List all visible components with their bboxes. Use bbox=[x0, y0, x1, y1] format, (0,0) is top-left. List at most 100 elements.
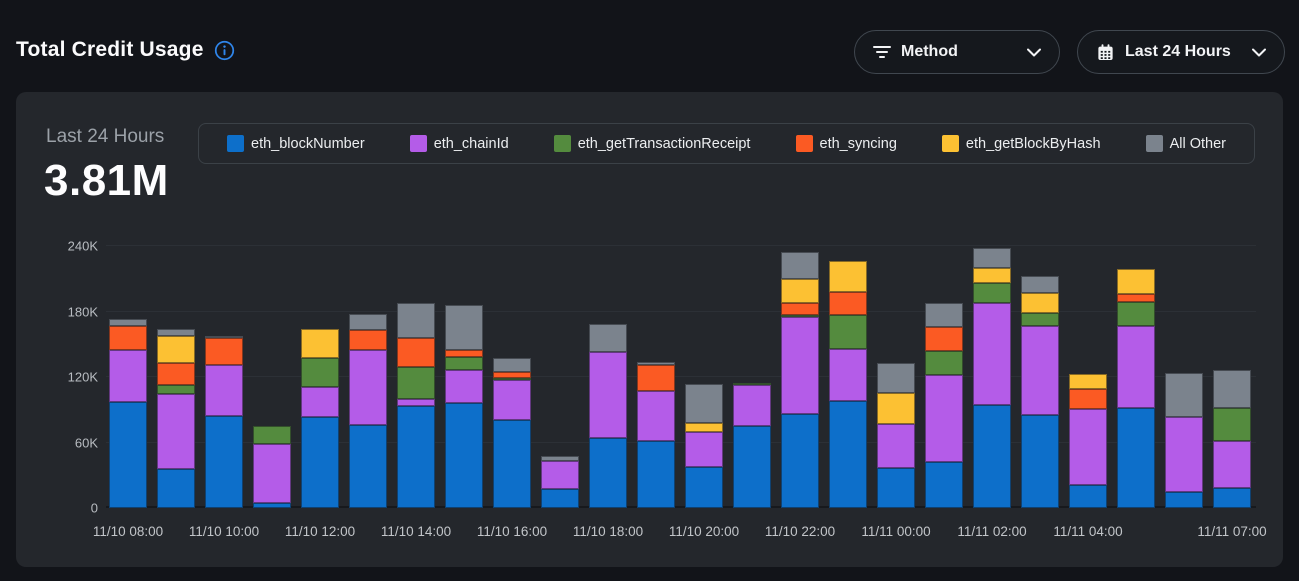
bar-segment-eth_chainId[interactable] bbox=[493, 380, 531, 420]
bar-segment-All Other[interactable] bbox=[685, 383, 723, 423]
bar-segment-All Other[interactable] bbox=[397, 302, 435, 338]
bar-segment-eth_blockNumber[interactable] bbox=[1069, 485, 1107, 508]
bar-segment-eth_blockNumber[interactable] bbox=[397, 406, 435, 508]
bar-segment-eth_getBlockByHash[interactable] bbox=[1117, 268, 1155, 295]
bar-11-11-06-00[interactable] bbox=[1165, 246, 1203, 508]
bar-segment-eth_getTransactionReceipt[interactable] bbox=[1021, 312, 1059, 326]
bar-11-10-08-00[interactable]: 11/10 08:00 bbox=[93, 246, 163, 539]
bar-segment-eth_chainId[interactable] bbox=[685, 431, 723, 467]
bar-segment-eth_getBlockByHash[interactable] bbox=[829, 261, 867, 292]
bar-11-10-16-00[interactable]: 11/10 16:00 bbox=[477, 246, 547, 539]
bar-11-10-09-00[interactable] bbox=[157, 246, 195, 508]
bar-segment-eth_chainId[interactable] bbox=[397, 398, 435, 407]
bar-segment-All Other[interactable] bbox=[493, 358, 531, 372]
bar-11-11-07-00[interactable]: 11/11 07:00 bbox=[1197, 246, 1267, 539]
bar-segment-All Other[interactable] bbox=[877, 362, 915, 394]
bar-segment-eth_blockNumber[interactable] bbox=[493, 419, 531, 508]
bar-11-10-20-00[interactable]: 11/10 20:00 bbox=[669, 246, 739, 539]
bar-segment-eth_chainId[interactable] bbox=[1213, 441, 1251, 489]
bar-11-11-05-00[interactable] bbox=[1117, 246, 1155, 508]
bar-segment-eth_blockNumber[interactable] bbox=[445, 403, 483, 508]
bar-segment-All Other[interactable] bbox=[541, 455, 579, 462]
bar-segment-eth_blockNumber[interactable] bbox=[1165, 491, 1203, 508]
bar-segment-eth_blockNumber[interactable] bbox=[781, 414, 819, 508]
bar-segment-eth_getBlockByHash[interactable] bbox=[301, 329, 339, 359]
bar-segment-eth_blockNumber[interactable] bbox=[157, 468, 195, 508]
bar-segment-eth_getBlockByHash[interactable] bbox=[973, 267, 1011, 284]
bar-segment-eth_chainId[interactable] bbox=[445, 370, 483, 404]
bar-segment-All Other[interactable] bbox=[157, 329, 195, 336]
bar-11-10-14-00[interactable]: 11/10 14:00 bbox=[381, 246, 451, 539]
bar-segment-eth_syncing[interactable] bbox=[1117, 294, 1155, 302]
bar-segment-eth_chainId[interactable] bbox=[1021, 325, 1059, 416]
bar-segment-eth_chainId[interactable] bbox=[877, 423, 915, 468]
bar-segment-All Other[interactable] bbox=[1165, 372, 1203, 418]
bar-11-10-17-00[interactable] bbox=[541, 246, 579, 508]
legend-item[interactable]: eth_chainId bbox=[409, 135, 509, 152]
bar-segment-All Other[interactable] bbox=[637, 361, 675, 366]
bar-segment-eth_chainId[interactable] bbox=[637, 391, 675, 442]
bar-segment-eth_blockNumber[interactable] bbox=[637, 441, 675, 508]
bar-11-11-02-00[interactable]: 11/11 02:00 bbox=[957, 246, 1027, 539]
legend-item[interactable]: eth_getTransactionReceipt bbox=[553, 135, 750, 152]
bar-segment-All Other[interactable] bbox=[349, 313, 387, 331]
bar-segment-eth_getBlockByHash[interactable] bbox=[877, 393, 915, 424]
bar-segment-eth_syncing[interactable] bbox=[397, 337, 435, 368]
bar-segment-eth_getTransactionReceipt[interactable] bbox=[445, 357, 483, 371]
bar-11-10-19-00[interactable] bbox=[637, 246, 675, 508]
bar-segment-eth_blockNumber[interactable] bbox=[829, 401, 867, 508]
bar-segment-eth_blockNumber[interactable] bbox=[109, 402, 147, 508]
bar-segment-eth_chainId[interactable] bbox=[973, 302, 1011, 406]
bar-segment-eth_syncing[interactable] bbox=[925, 326, 963, 351]
bar-segment-eth_syncing[interactable] bbox=[637, 365, 675, 392]
bar-segment-eth_blockNumber[interactable] bbox=[541, 489, 579, 508]
bar-segment-eth_getTransactionReceipt[interactable] bbox=[733, 382, 771, 385]
bar-segment-eth_chainId[interactable] bbox=[157, 394, 195, 469]
bar-11-10-22-00[interactable]: 11/10 22:00 bbox=[765, 246, 835, 539]
bar-segment-eth_getTransactionReceipt[interactable] bbox=[157, 384, 195, 395]
info-icon[interactable] bbox=[214, 40, 235, 61]
bar-segment-eth_getTransactionReceipt[interactable] bbox=[829, 314, 867, 349]
bar-segment-All Other[interactable] bbox=[1213, 370, 1251, 408]
bar-segment-eth_syncing[interactable] bbox=[349, 330, 387, 350]
bar-segment-eth_getTransactionReceipt[interactable] bbox=[253, 426, 291, 444]
bar-segment-All Other[interactable] bbox=[1021, 275, 1059, 293]
bar-segment-eth_getTransactionReceipt[interactable] bbox=[1213, 407, 1251, 442]
bar-segment-eth_chainId[interactable] bbox=[733, 384, 771, 427]
bar-11-10-11-00[interactable] bbox=[253, 246, 291, 508]
bar-segment-eth_blockNumber[interactable] bbox=[877, 467, 915, 508]
method-filter-dropdown[interactable]: Method bbox=[854, 30, 1060, 74]
bar-11-10-21-00[interactable] bbox=[733, 246, 771, 508]
bar-segment-eth_getBlockByHash[interactable] bbox=[1021, 292, 1059, 313]
legend-item[interactable]: eth_syncing bbox=[795, 135, 897, 152]
bar-segment-eth_getBlockByHash[interactable] bbox=[781, 278, 819, 303]
bar-segment-eth_syncing[interactable] bbox=[493, 371, 531, 379]
bar-segment-eth_blockNumber[interactable] bbox=[925, 462, 963, 508]
bar-11-10-15-00[interactable] bbox=[445, 246, 483, 508]
bar-segment-eth_blockNumber[interactable] bbox=[589, 438, 627, 508]
time-range-dropdown[interactable]: Last 24 Hours bbox=[1077, 30, 1285, 74]
bar-11-11-01-00[interactable] bbox=[925, 246, 963, 508]
bar-segment-All Other[interactable] bbox=[925, 302, 963, 327]
bar-segment-All Other[interactable] bbox=[445, 304, 483, 350]
bar-segment-eth_blockNumber[interactable] bbox=[685, 466, 723, 508]
bar-segment-eth_syncing[interactable] bbox=[109, 325, 147, 350]
bar-segment-eth_chainId[interactable] bbox=[109, 349, 147, 403]
bar-11-10-12-00[interactable]: 11/10 12:00 bbox=[285, 246, 355, 539]
bar-segment-eth_getBlockByHash[interactable] bbox=[1069, 373, 1107, 390]
legend-item[interactable]: eth_blockNumber bbox=[227, 135, 365, 152]
bar-segment-eth_chainId[interactable] bbox=[1117, 325, 1155, 408]
bar-segment-eth_blockNumber[interactable] bbox=[205, 416, 243, 508]
bar-segment-eth_getTransactionReceipt[interactable] bbox=[301, 358, 339, 387]
bar-11-11-03-00[interactable] bbox=[1021, 246, 1059, 508]
bar-segment-All Other[interactable] bbox=[109, 319, 147, 326]
bar-11-10-13-00[interactable] bbox=[349, 246, 387, 508]
bar-segment-eth_chainId[interactable] bbox=[781, 316, 819, 415]
bar-segment-eth_getTransactionReceipt[interactable] bbox=[925, 350, 963, 375]
bar-segment-eth_chainId[interactable] bbox=[301, 386, 339, 418]
bar-segment-eth_syncing[interactable] bbox=[1069, 389, 1107, 409]
bar-segment-eth_getTransactionReceipt[interactable] bbox=[973, 283, 1011, 303]
bar-segment-eth_chainId[interactable] bbox=[925, 374, 963, 463]
bar-segment-eth_blockNumber[interactable] bbox=[301, 417, 339, 508]
bar-segment-eth_chainId[interactable] bbox=[541, 461, 579, 490]
